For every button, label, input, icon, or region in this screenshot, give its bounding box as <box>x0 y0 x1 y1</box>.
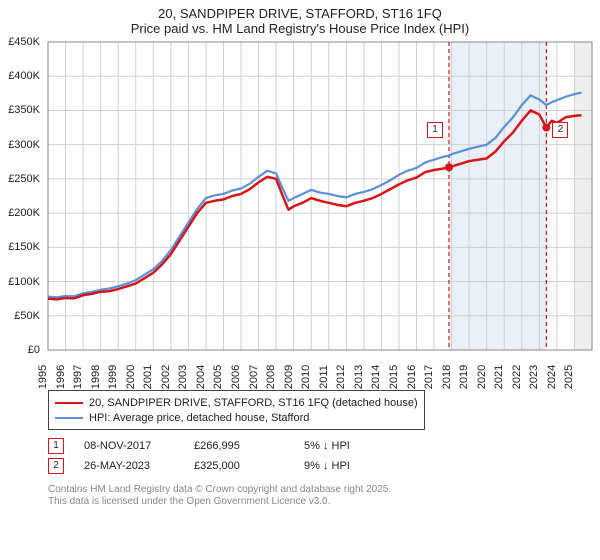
transaction-row: 2 26-MAY-2023 £325,000 9% ↓ HPI <box>48 456 394 476</box>
transaction-date: 26-MAY-2023 <box>84 460 174 472</box>
transactions-table: 1 08-NOV-2017 £266,995 5% ↓ HPI 2 26-MAY-2023… <box>48 436 394 476</box>
transaction-marker: 2 <box>48 458 64 474</box>
x-tick-label: 2025 <box>563 365 585 389</box>
x-axis-labels: 1995199619971998199920002001200220032004… <box>0 352 600 388</box>
chart-container: 20, SANDPIPER DRIVE, STAFFORD, ST16 1FQ … <box>0 0 600 560</box>
transaction-row: 1 08-NOV-2017 £266,995 5% ↓ HPI <box>48 436 394 456</box>
legend-item: HPI: Average price, detached house, Staf… <box>55 410 418 425</box>
legend-label: HPI: Average price, detached house, Staf… <box>89 412 309 424</box>
event-marker-1: 1 <box>427 122 443 138</box>
attribution-line2: This data is licensed under the Open Gov… <box>48 496 391 508</box>
transaction-date: 08-NOV-2017 <box>84 440 174 452</box>
legend-swatch <box>55 417 83 419</box>
chart-plot <box>0 0 600 356</box>
legend-item: 20, SANDPIPER DRIVE, STAFFORD, ST16 1FQ … <box>55 395 418 410</box>
transaction-marker: 1 <box>48 438 64 454</box>
attribution: Contains HM Land Registry data © Crown c… <box>48 484 391 508</box>
legend-label: 20, SANDPIPER DRIVE, STAFFORD, ST16 1FQ … <box>89 397 418 409</box>
transaction-delta: 5% ↓ HPI <box>304 440 394 452</box>
attribution-line1: Contains HM Land Registry data © Crown c… <box>48 484 391 496</box>
event-marker-2: 2 <box>552 122 568 138</box>
legend: 20, SANDPIPER DRIVE, STAFFORD, ST16 1FQ … <box>48 390 425 430</box>
transaction-price: £266,995 <box>194 440 284 452</box>
transaction-delta: 9% ↓ HPI <box>304 460 394 472</box>
legend-swatch <box>55 402 83 404</box>
transaction-price: £325,000 <box>194 460 284 472</box>
